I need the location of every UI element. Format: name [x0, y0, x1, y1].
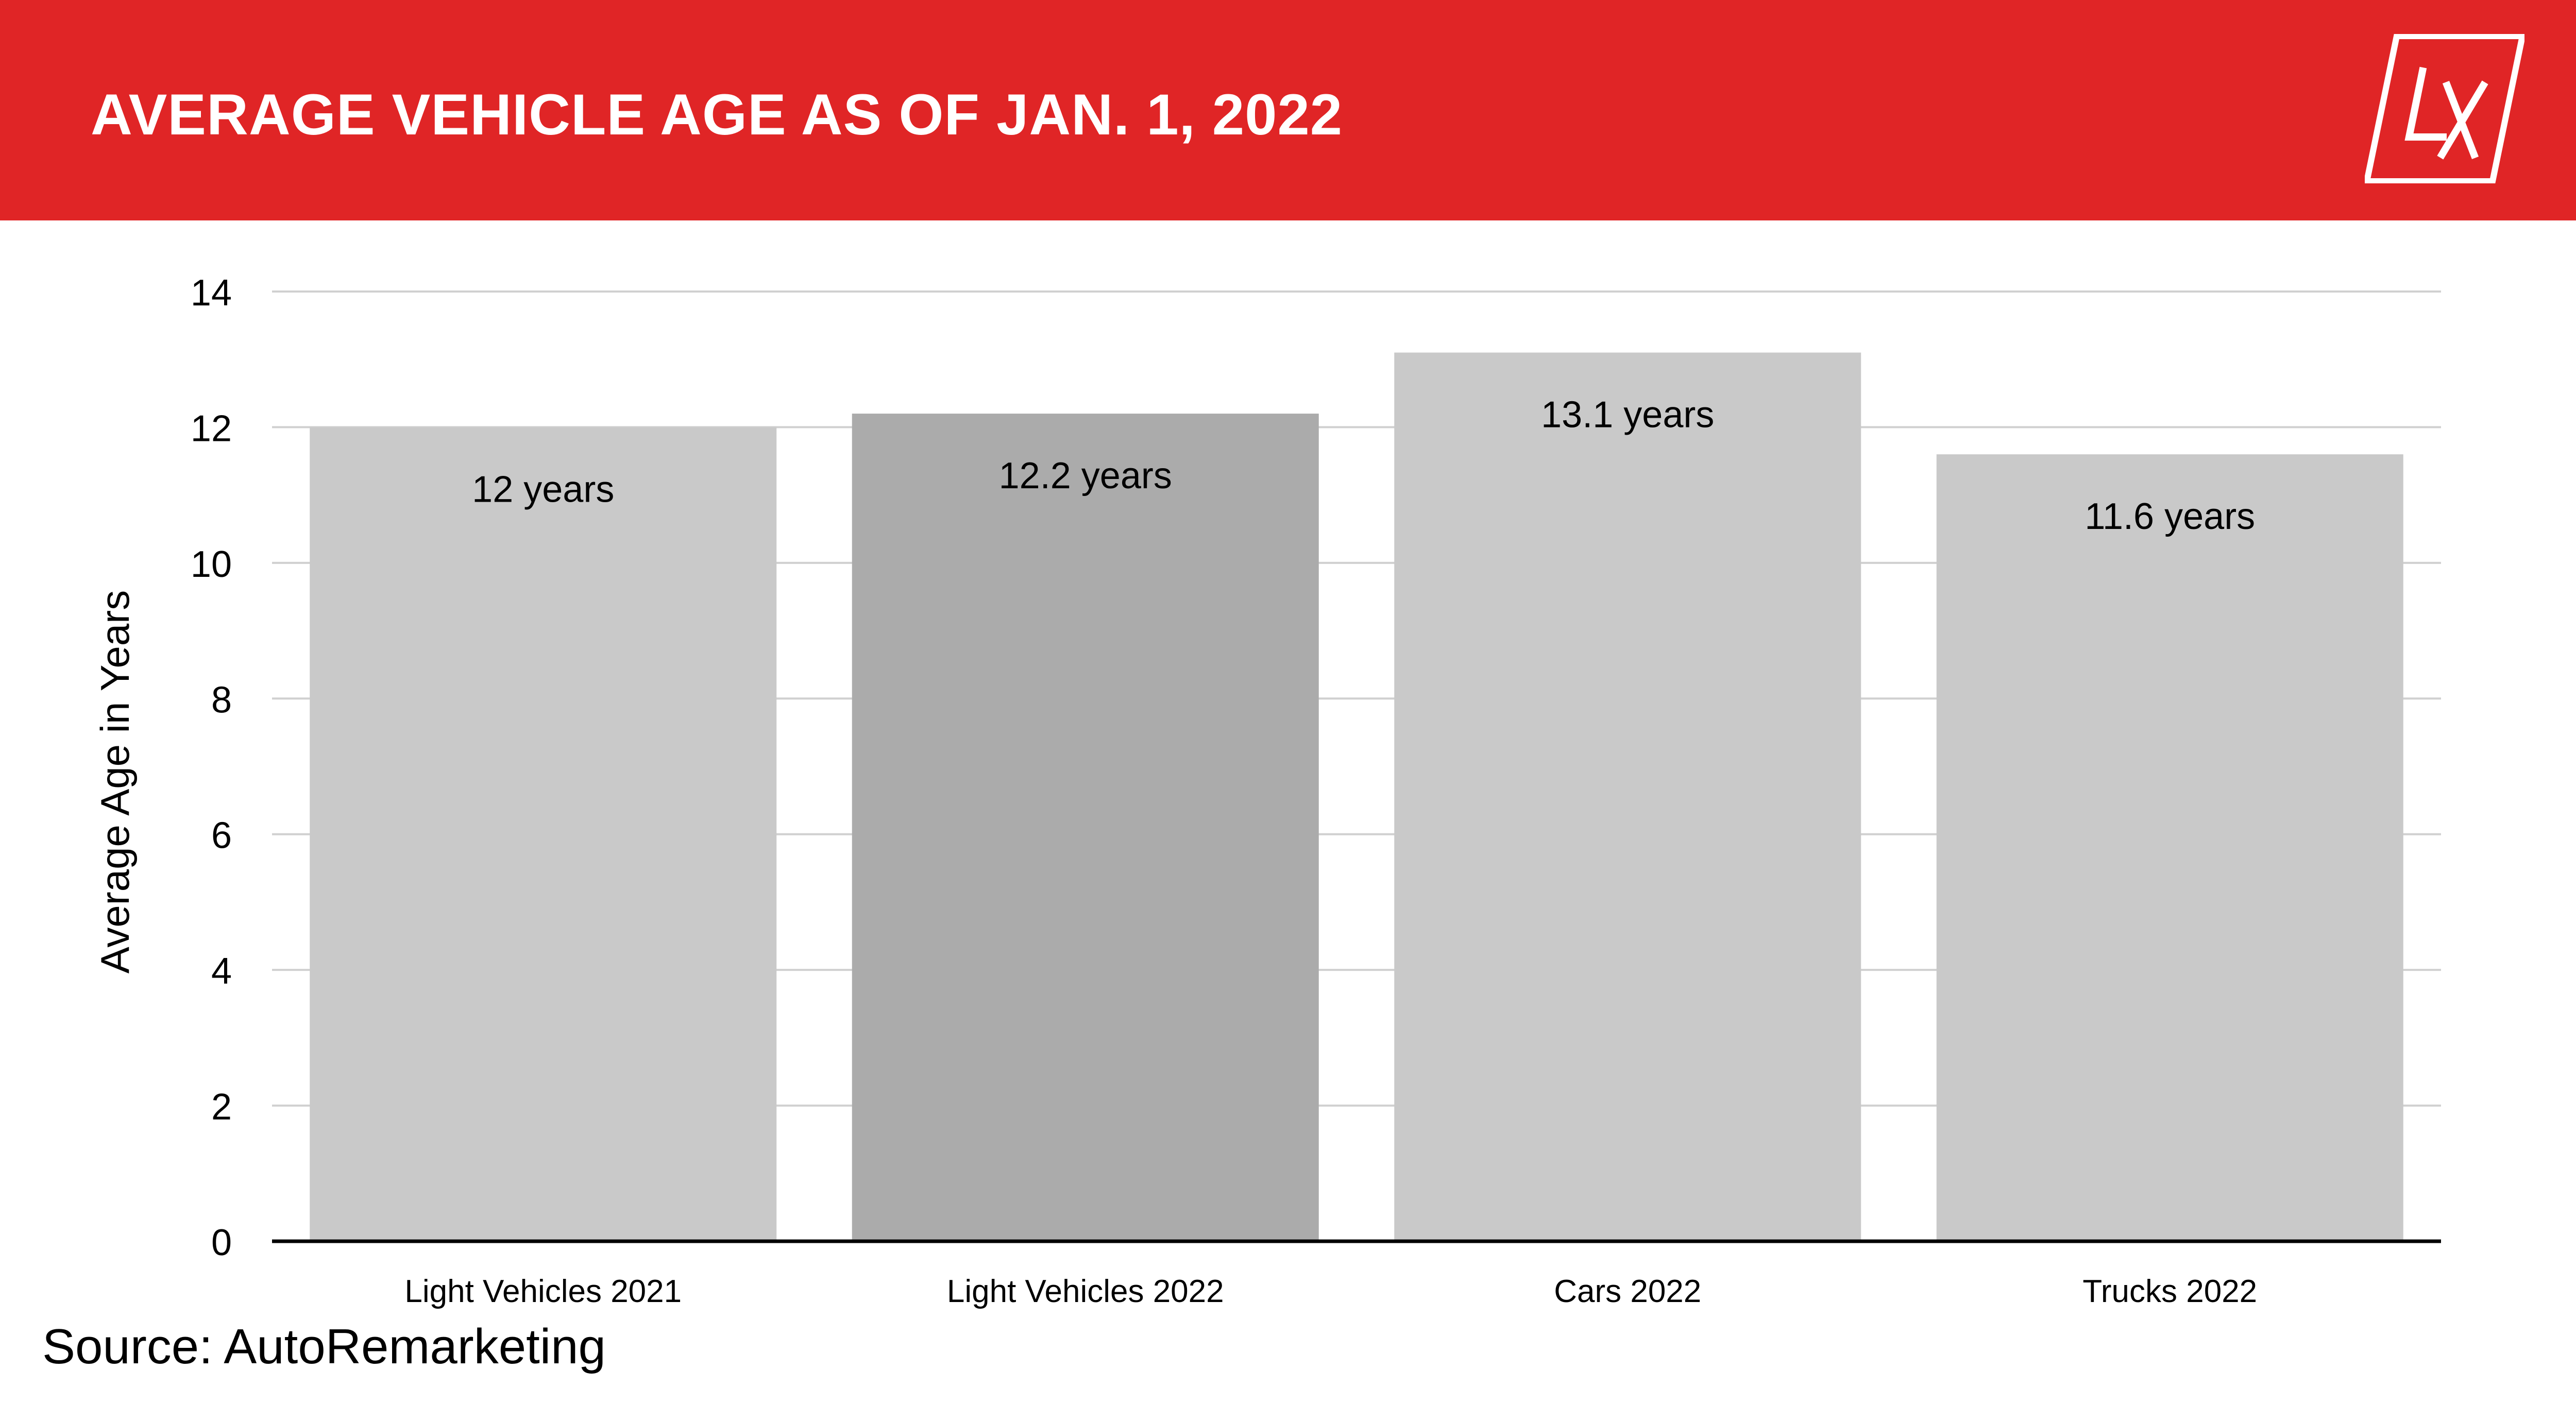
- bars: [310, 352, 2403, 1241]
- data-label: 13.1 years: [1541, 395, 1714, 436]
- x-tick-labels: Light Vehicles 2021 Light Vehicles 2022 Ca…: [404, 1274, 2257, 1309]
- lx-logo: [2365, 34, 2524, 183]
- data-labels: 12 years 12.2 years 13.1 years 11.6 years: [472, 395, 2255, 538]
- x-tick-label: Cars 2022: [1554, 1274, 1701, 1309]
- logo-letter-l: [2404, 66, 2447, 141]
- logo-letter-x: [2437, 80, 2488, 160]
- x-tick-label: Light Vehicles 2021: [404, 1274, 682, 1309]
- x-tick-label: Light Vehicles 2022: [947, 1274, 1224, 1309]
- bar: [1394, 352, 1861, 1241]
- y-tick-label: 14: [191, 272, 232, 314]
- data-label: 12.2 years: [999, 455, 1172, 497]
- y-tick-label: 0: [211, 1222, 232, 1263]
- data-label: 12 years: [472, 469, 614, 510]
- y-tick-label: 4: [211, 951, 232, 992]
- chart-title: AVERAGE VEHICLE AGE AS OF JAN. 1, 2022: [91, 82, 1343, 147]
- logo-frame: [2365, 34, 2524, 183]
- y-tick-label: 8: [211, 679, 232, 721]
- y-tick-label: 6: [211, 815, 232, 857]
- x-tick-label: Trucks 2022: [2082, 1274, 2257, 1309]
- data-label: 11.6 years: [2084, 496, 2255, 537]
- y-tick-label: 12: [191, 408, 232, 449]
- bar: [852, 414, 1319, 1241]
- bar: [1936, 454, 2403, 1241]
- bar: [310, 427, 777, 1241]
- header-banner: AVERAGE VEHICLE AGE AS OF JAN. 1, 2022: [0, 0, 2576, 220]
- source-note: Source: AutoRemarketing: [42, 1319, 606, 1374]
- y-tick-labels: 0 2 4 6 8 10 12 14: [191, 272, 232, 1263]
- y-tick-label: 2: [211, 1087, 232, 1128]
- y-tick-label: 10: [191, 544, 232, 585]
- y-axis-label: Average Age in Years: [92, 590, 138, 974]
